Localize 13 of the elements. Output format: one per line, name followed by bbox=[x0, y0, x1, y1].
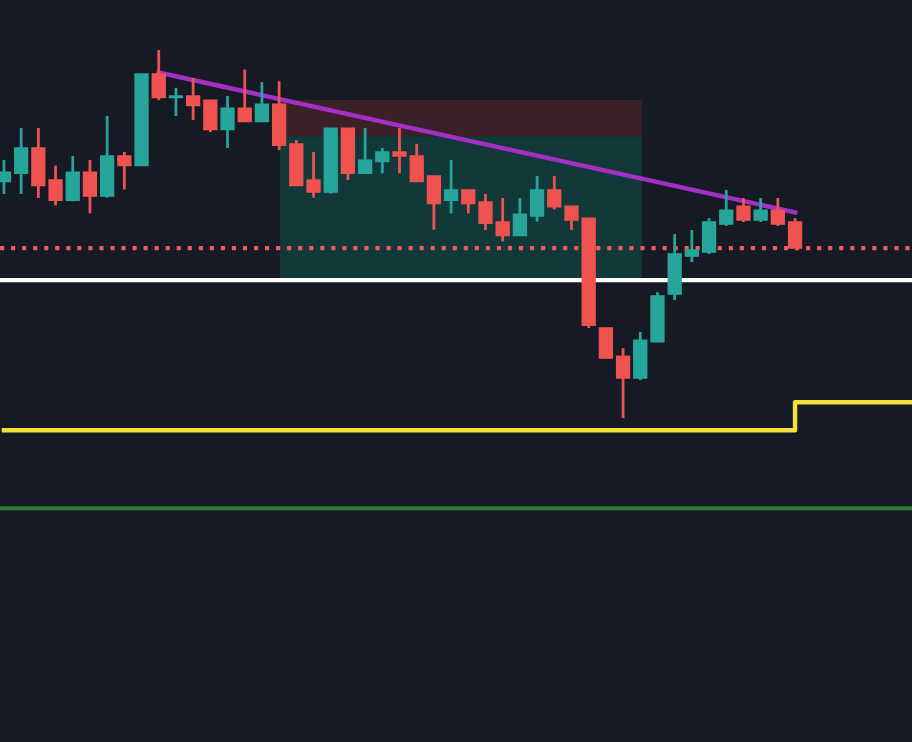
candlestick bbox=[65, 154, 80, 203]
candlestick bbox=[736, 196, 751, 224]
candlestick bbox=[117, 150, 132, 191]
candlestick bbox=[443, 158, 459, 215]
candlestick bbox=[237, 68, 252, 123]
candlestick bbox=[99, 114, 115, 200]
candlestick bbox=[753, 196, 768, 224]
candlestick bbox=[220, 94, 235, 150]
candlestick bbox=[168, 86, 184, 118]
candlestick bbox=[151, 48, 166, 102]
candlestick bbox=[82, 158, 98, 215]
candlestick bbox=[254, 80, 270, 124]
candlestick bbox=[340, 126, 356, 182]
